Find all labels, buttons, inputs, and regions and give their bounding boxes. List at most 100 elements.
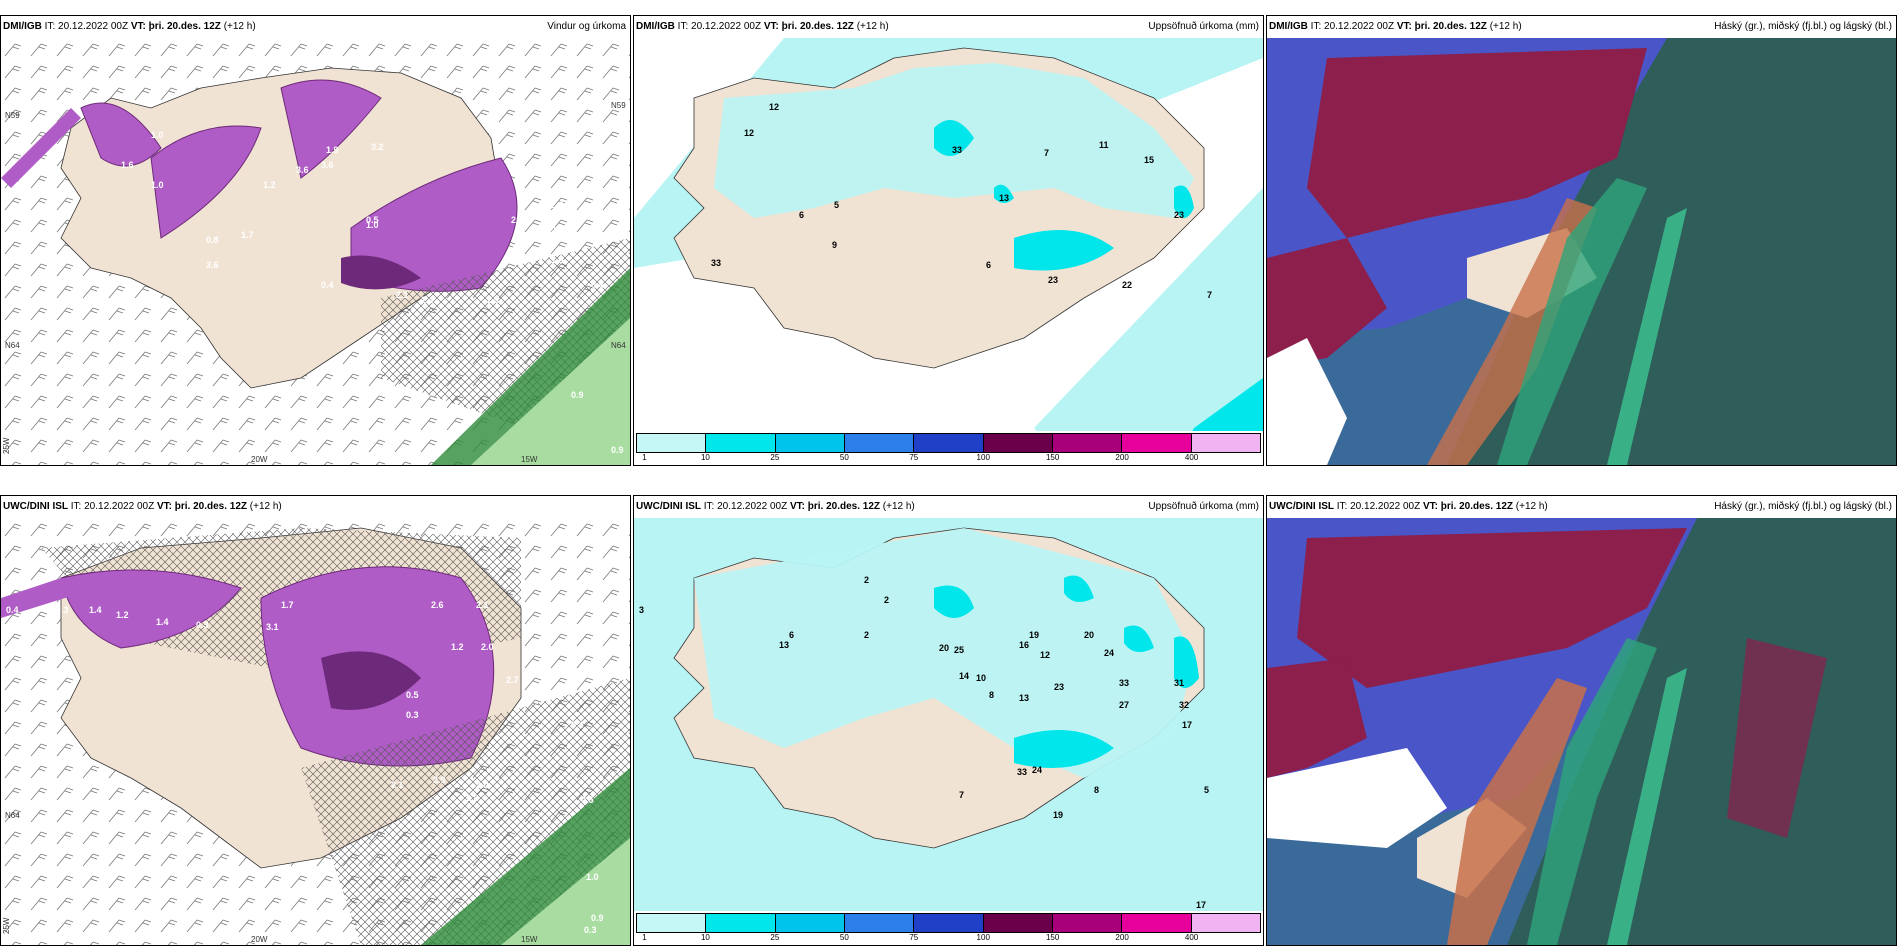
map-value-label: 12	[1040, 650, 1050, 660]
axis-label-n59-left: N59	[5, 111, 20, 120]
legend-tick-label: 10	[700, 453, 710, 462]
map-value-label: 1.8	[486, 295, 499, 305]
map-value-label: 0.4	[591, 280, 604, 290]
map-value-label: 6	[799, 210, 804, 220]
legend-swatch	[844, 434, 915, 452]
legend-tick-label: 50	[839, 453, 849, 462]
map-svg: 20W 15W 25W N64 0.4 0.3 1.4 1.2 1.4 0.3 1.7 3.1…	[1, 518, 630, 945]
panel-header: DMI/IGB IT: 20.12.2022 00Z VT: þri. 20.d…	[1, 16, 630, 38]
legend-swatch	[637, 914, 707, 932]
map-value-label: 0.9	[611, 445, 624, 455]
init-time: IT: 20.12.2022 00Z	[44, 21, 129, 32]
map-value-label: 5	[1204, 785, 1209, 795]
axis-label-n59-right: N59	[611, 101, 626, 110]
panel-header: UWC/DINI ISL IT: 20.12.2022 00Z VT: þri.…	[634, 496, 1263, 518]
map-value-label: 1.0	[151, 180, 164, 190]
axis-label-n64-left: N64	[5, 811, 20, 820]
map-value-label: 13	[999, 193, 1009, 203]
map-value-label: 33	[1119, 678, 1129, 688]
map-value-label: 17	[1182, 720, 1192, 730]
legend-swatch	[775, 434, 845, 452]
legend-swatch	[914, 914, 984, 932]
legend-swatch	[706, 914, 776, 932]
panel-title: Uppsöfnuð úrkoma (mm)	[1148, 21, 1259, 32]
map-value-label: 2	[864, 575, 869, 585]
map-value-label: 7	[1044, 148, 1049, 158]
valid-label: VT:	[1396, 21, 1412, 32]
panel-header: UWC/DINI ISL IT: 20.12.2022 00Z VT: þri.…	[1, 496, 630, 518]
legend-swatch	[983, 434, 1053, 452]
map-area[interactable]: 3 2 2 2 6 13 20 25 19 16 12 20 24 14 10 8 13 23 33 27 31 32 17…	[634, 518, 1263, 945]
map-value-label: 1.0	[366, 220, 379, 230]
map-value-label: 24	[1032, 765, 1042, 775]
map-value-label: 15	[1144, 155, 1154, 165]
panel-title: Uppsöfnuð úrkoma (mm)	[1148, 501, 1259, 512]
map-value-label: 1.7	[241, 230, 254, 240]
model-name: DMI/IGB	[636, 21, 675, 32]
map-value-label: 12	[744, 128, 754, 138]
map-value-label: 1.6	[121, 160, 134, 170]
valid-time: þri. 20.des. 12Z	[1440, 501, 1514, 512]
legend-swatch	[1191, 914, 1260, 932]
map-area[interactable]: 20W 15W 25W N59 N59 N64 N64 1.0 1.6 1.0 1.2…	[1, 38, 630, 465]
map-area[interactable]	[1267, 38, 1896, 465]
legend-tick-label: 75	[909, 453, 919, 462]
valid-time: þri. 20.des. 12Z	[1414, 21, 1487, 32]
map-area[interactable]	[1267, 518, 1896, 945]
map-value-label: 1.2	[116, 610, 129, 620]
legend-tick-label: 100	[976, 933, 990, 942]
map-value-label: 6	[789, 630, 794, 640]
map-value-label: 27	[1119, 700, 1129, 710]
lead-time: (+12 h)	[249, 501, 282, 512]
init-time: IT: 20.12.2022 00Z	[1310, 21, 1395, 32]
legend-swatch	[1052, 434, 1123, 452]
legend-tick-label: 400	[1184, 933, 1199, 942]
panel-accum-precip-dmi: DMI/IGB IT: 20.12.2022 00Z VT: þri. 20.d…	[633, 15, 1264, 466]
map-value-label: 6	[986, 260, 991, 270]
map-area[interactable]: 20W 15W 25W N64 0.4 0.3 1.4 1.2 1.4 0.3 1.7 3.1…	[1, 518, 630, 945]
map-value-label: 23	[1054, 682, 1064, 692]
map-value-label: 24	[1104, 648, 1114, 658]
map-value-label: 2.1	[391, 780, 404, 790]
map-value-label: 1.2	[451, 642, 464, 652]
map-value-label: 2.1	[396, 290, 409, 300]
map-value-label: 0.3	[196, 620, 209, 630]
panel-clouds-uwc: UWC/DINI ISL IT: 20.12.2022 00Z VT: þri.…	[1266, 495, 1897, 946]
map-svg	[1267, 518, 1896, 945]
map-svg: 20W 15W 25W N59 N59 N64 N64 1.0 1.6 1.0 1.2…	[1, 38, 630, 465]
map-value-label: 16	[1019, 640, 1029, 650]
panel-header: DMI/IGB IT: 20.12.2022 00Z VT: þri. 20.d…	[1267, 16, 1896, 38]
legend-swatch	[637, 434, 707, 452]
legend-ticks: 1 10 25 50 75 100 150 200 400	[636, 933, 1261, 943]
legend-swatch	[844, 914, 915, 932]
legend-tick-label: 400	[1184, 453, 1199, 462]
map-value-label: 33	[1017, 767, 1027, 777]
map-value-label: 2.0	[476, 780, 489, 790]
lead-time: (+12 h)	[856, 21, 889, 32]
map-value-label: 22	[1122, 280, 1132, 290]
map-value-label: 0.5	[406, 690, 419, 700]
map-value-label: 0.4	[571, 720, 584, 730]
map-value-label: 31	[1174, 678, 1184, 688]
map-area[interactable]: 12 12 33 5 6 9 33 7 11 15 13 6 23 22 23 7	[634, 38, 1263, 465]
map-value-label: 0.3	[406, 710, 419, 720]
map-value-label: 23	[1174, 210, 1184, 220]
panel-header: UWC/DINI ISL IT: 20.12.2022 00Z VT: þri.…	[1267, 496, 1896, 518]
legend-tick-label: 1	[642, 453, 647, 462]
map-value-label: 3.6	[321, 160, 334, 170]
map-value-label: 0.3	[584, 925, 597, 935]
model-name: UWC/DINI ISL	[636, 501, 701, 512]
legend-tick-label: 10	[700, 933, 710, 942]
legend-swatch	[1122, 914, 1192, 932]
axis-label-n64-left: N64	[5, 341, 20, 350]
map-value-label: 1.0	[151, 130, 164, 140]
map-value-label: 9	[832, 240, 837, 250]
lead-time: (+12 h)	[1489, 21, 1522, 32]
map-value-label: 2.0	[481, 642, 494, 652]
map-value-label: 1.4	[89, 605, 102, 615]
map-value-label: 2.3	[551, 200, 564, 210]
map-value-label: 32	[1179, 700, 1189, 710]
legend-tick-label: 200	[1115, 933, 1129, 942]
precip-legend: 1 10 25 50 75 100 150 200 400	[634, 911, 1263, 945]
map-value-label: 13	[1019, 693, 1029, 703]
